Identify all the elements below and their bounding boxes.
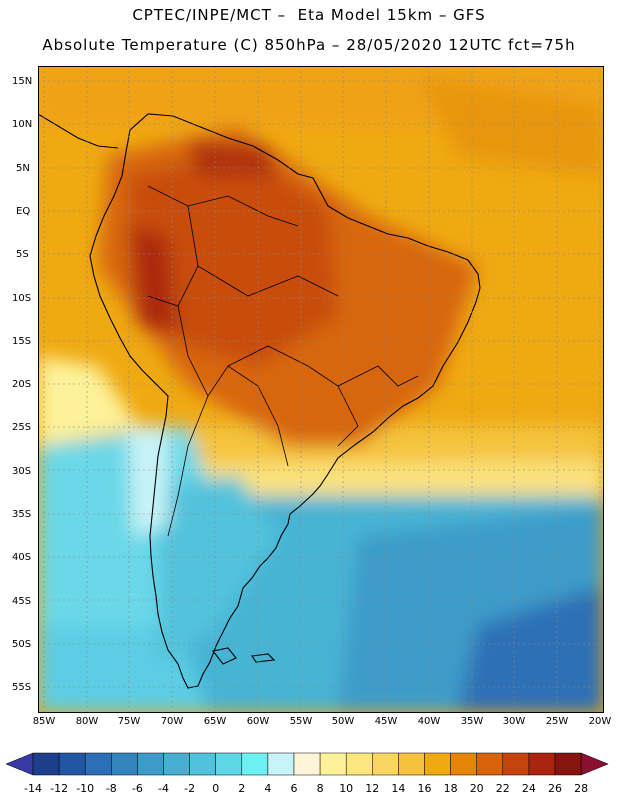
- colorbar-swatch: [554, 752, 582, 776]
- colorbar-swatch: [84, 752, 112, 776]
- colorbar-swatch: [476, 752, 504, 776]
- colorbar-label: 10: [339, 782, 354, 795]
- lat-label: 25S: [12, 422, 32, 433]
- lon-label: 80W: [75, 716, 99, 727]
- colorbar-over-arrow: [580, 752, 609, 776]
- colorbar-swatch: [241, 752, 269, 776]
- lon-label: 85W: [32, 716, 56, 727]
- colorbar-label: 8: [316, 782, 324, 795]
- title-line-1: CPTEC/INPE/MCT – Eta Model 15km – GFS: [132, 6, 486, 24]
- lat-label: 40S: [12, 552, 32, 563]
- colorbar-label: 14: [391, 782, 406, 795]
- colorbar-label: -14: [24, 782, 42, 795]
- lat-label: 15S: [12, 336, 32, 347]
- colorbar: [5, 752, 609, 776]
- colorbar-label: 12: [365, 782, 380, 795]
- lat-label: 15N: [12, 76, 33, 87]
- country-borders: [147, 185, 419, 537]
- colorbar-label: 0: [212, 782, 220, 795]
- map-frame: [38, 66, 604, 713]
- colorbar-label: 4: [264, 782, 272, 795]
- colorbar-swatch: [58, 752, 86, 776]
- lon-label: 60W: [246, 716, 270, 727]
- grid-lines: [38, 66, 604, 713]
- lat-label: 10N: [12, 119, 33, 130]
- lon-label: 75W: [117, 716, 141, 727]
- colorbar-swatch: [372, 752, 399, 776]
- lat-label: 35S: [12, 509, 32, 520]
- colorbar-swatch: [163, 752, 190, 776]
- colorbar-swatch: [424, 752, 451, 776]
- colorbar-swatch: [398, 752, 425, 776]
- chile-coast-cyan: [128, 426, 168, 536]
- guiana-hot-core: [188, 141, 278, 176]
- lon-label: 55W: [289, 716, 313, 727]
- colorbar-label: -6: [131, 782, 143, 795]
- colorbar-label: 22: [495, 782, 510, 795]
- lat-label: 5N: [16, 163, 30, 174]
- andes-hot-core: [128, 226, 178, 336]
- colorbar-label: 18: [443, 782, 458, 795]
- lat-label: 20S: [12, 379, 32, 390]
- patagonia-cold: [158, 476, 278, 666]
- colorbar-swatch: [528, 752, 556, 776]
- colorbar-label: 20: [469, 782, 484, 795]
- lon-label: 40W: [417, 716, 441, 727]
- lat-label: EQ: [16, 206, 31, 217]
- colorbar-swatch: [32, 752, 60, 776]
- coldest-southeast: [458, 586, 604, 713]
- pale-west-belt: [38, 356, 138, 446]
- colorbar-swatch: [293, 752, 321, 776]
- northeast-warm-band: [418, 76, 604, 176]
- colorbar-swatch: [137, 752, 164, 776]
- colorbar-label: 16: [417, 782, 432, 795]
- colorbar-under-arrow: [5, 752, 34, 776]
- colorbar-swatch: [267, 752, 295, 776]
- colorbar-label: 2: [238, 782, 246, 795]
- lon-label: 30W: [502, 716, 526, 727]
- colorbar-swatch: [345, 752, 373, 776]
- colorbar-label: -4: [158, 782, 169, 795]
- lon-label: 65W: [203, 716, 227, 727]
- colorbar-swatch: [319, 752, 347, 776]
- lat-label: 50S: [12, 639, 32, 650]
- lat-label: 55S: [12, 682, 32, 693]
- colorbar-swatch: [450, 752, 477, 776]
- colorbar-swatch: [111, 752, 138, 776]
- colorbar-swatch: [215, 752, 243, 776]
- lon-label: 50W: [331, 716, 355, 727]
- lon-label: 35W: [460, 716, 484, 727]
- lat-label: 10S: [12, 293, 32, 304]
- colorbar-swatch: [189, 752, 216, 776]
- amazon-hot-core: [128, 151, 338, 366]
- colorbar-label: -10: [76, 782, 95, 795]
- colorbar-label: 26: [548, 782, 562, 795]
- lat-label: 30S: [12, 466, 32, 477]
- lat-label: 45S: [12, 596, 32, 607]
- colorbar-label: -8: [105, 782, 117, 795]
- lon-label: 20W: [588, 716, 612, 727]
- lon-label: 45W: [374, 716, 398, 727]
- lon-label: 70W: [160, 716, 184, 727]
- colorbar-label: 24: [521, 782, 536, 795]
- colorbar-label: 28: [574, 782, 589, 795]
- colorbar-label: -12: [50, 782, 69, 795]
- coastline: [38, 113, 481, 689]
- temperature-map: [38, 66, 604, 713]
- title-line-2: Absolute Temperature (C) 850hPa – 28/05/…: [42, 36, 576, 54]
- colorbar-label: 6: [290, 782, 298, 795]
- lon-label: 25W: [545, 716, 569, 727]
- colorbar-swatch: [502, 752, 530, 776]
- lat-label: 5S: [16, 249, 29, 260]
- colorbar-label: -2: [184, 782, 196, 795]
